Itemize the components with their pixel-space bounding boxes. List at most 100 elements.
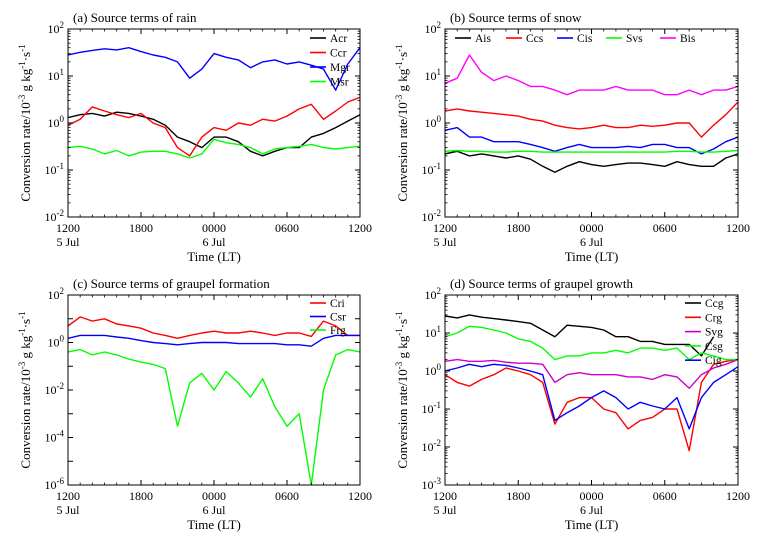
y-tick-label: 10-3 — [422, 476, 442, 492]
legend-label: Ccg — [705, 298, 724, 310]
panel-title: (d) Source terms of graupel growth — [450, 276, 634, 291]
x-tick-label: 0000 — [580, 221, 604, 235]
x-tick-label: 1200 — [56, 221, 80, 235]
y-tick-label: 10-2 — [422, 438, 442, 454]
x-axis-label: Time (LT) — [565, 249, 619, 264]
x-tick-label: 0600 — [275, 221, 299, 235]
x-tick-label: 1800 — [129, 489, 153, 503]
y-tick-label: 10-1 — [45, 161, 65, 177]
x-tick-label: 1200 — [726, 489, 750, 503]
series-line-ccs — [445, 101, 738, 138]
legend-label: Bis — [680, 33, 696, 45]
x-tick-sublabel: 6 Jul — [202, 503, 226, 517]
plot-frame — [444, 294, 739, 486]
y-tick-label: 101 — [425, 324, 442, 340]
x-axis-label: Time (LT) — [187, 517, 241, 532]
y-tick-label: 102 — [48, 20, 65, 36]
x-tick-label: 0000 — [580, 489, 604, 503]
series-line-frg — [68, 348, 360, 485]
x-axis-label: Time (LT) — [565, 517, 619, 532]
y-tick-label: 10-1 — [422, 400, 442, 416]
y-tick-label: 10-1 — [422, 161, 442, 177]
x-tick-label: 1800 — [129, 221, 153, 235]
series-line-ccg — [445, 314, 715, 357]
series-line-svg — [445, 358, 738, 389]
y-tick-label: 101 — [425, 67, 442, 83]
x-tick-label: 0600 — [653, 489, 677, 503]
y-tick-label: 101 — [48, 67, 65, 83]
plot-frame — [67, 28, 361, 218]
x-tick-label: 0000 — [202, 221, 226, 235]
x-tick-sublabel: 5 Jul — [56, 503, 80, 517]
x-tick-sublabel: 6 Jul — [202, 235, 226, 249]
series-line-ccr — [68, 96, 360, 157]
y-tick-label: 102 — [48, 286, 65, 302]
y-tick-label: 10-2 — [45, 381, 65, 397]
panel-title: (c) Source terms of graupel formation — [73, 276, 270, 291]
x-tick-label: 1200 — [433, 221, 457, 235]
legend-label: Acr — [330, 33, 347, 45]
y-axis-label: Conversion rate/10-3 g kg-1·s-1 — [394, 44, 410, 201]
legend-label: Ccs — [526, 33, 544, 45]
x-tick-sublabel: 5 Jul — [433, 235, 457, 249]
y-tick-label: 102 — [425, 20, 442, 36]
series-line-csr — [68, 334, 360, 347]
x-tick-label: 1200 — [56, 489, 80, 503]
series-line-msr — [68, 138, 360, 159]
legend: Acr Ccr Mgr Msr — [310, 33, 350, 89]
legend-label: Svg — [705, 327, 723, 339]
x-tick-sublabel: 6 Jul — [580, 235, 604, 249]
legend-label: Csr — [330, 312, 346, 324]
legend-label: Cis — [577, 33, 593, 45]
legend-label: Csg — [705, 341, 723, 353]
series-line-svs — [445, 149, 738, 153]
x-tick-sublabel: 6 Jul — [580, 503, 604, 517]
y-tick-label: 100 — [48, 334, 65, 350]
y-axis-label: Conversion rate/10-3 g kg-1·s-1 — [17, 44, 33, 201]
x-tick-label: 1200 — [433, 489, 457, 503]
y-axis-label: Conversion rate/10-3 g kg-1·s-1 — [394, 311, 410, 468]
y-tick-label: 10-2 — [45, 208, 65, 224]
legend-label: Crg — [705, 312, 722, 324]
legend-label: Msr — [330, 77, 349, 89]
y-tick-label: 100 — [48, 114, 65, 130]
x-tick-label: 1200 — [726, 221, 750, 235]
x-tick-label: 1800 — [506, 489, 530, 503]
x-tick-label: 1200 — [348, 489, 372, 503]
y-axis-label: Conversion rate/10-3 g kg-1·s-1 — [17, 311, 33, 468]
series-line-cig — [445, 363, 738, 430]
x-tick-sublabel: 5 Jul — [56, 235, 80, 249]
series-line-bis — [445, 54, 738, 96]
series-line-ais — [445, 150, 738, 173]
legend-label: Mgr — [330, 62, 350, 74]
legend-label: Ccr — [330, 48, 347, 60]
panel-title: (a) Source terms of rain — [73, 10, 197, 25]
x-tick-label: 0000 — [202, 489, 226, 503]
y-tick-label: 102 — [425, 286, 442, 302]
legend-label: Ais — [475, 33, 492, 45]
x-tick-sublabel: 5 Jul — [433, 503, 457, 517]
y-tick-label: 100 — [425, 362, 442, 378]
legend-label: Cig — [705, 355, 722, 367]
series-line-acr — [68, 111, 360, 157]
legend-label: Cri — [330, 298, 345, 310]
y-tick-label: 10-4 — [45, 429, 65, 445]
x-tick-label: 0600 — [653, 221, 677, 235]
y-tick-label: 10-6 — [45, 476, 65, 492]
legend-label: Svs — [626, 33, 643, 45]
legend: Ais Ccs Cis Svs Bis — [455, 33, 696, 45]
panel-title: (b) Source terms of snow — [450, 10, 582, 25]
series-line-crg — [445, 358, 738, 452]
x-tick-label: 1800 — [506, 221, 530, 235]
y-tick-label: 10-2 — [422, 208, 442, 224]
x-tick-label: 0600 — [275, 489, 299, 503]
y-tick-label: 100 — [425, 114, 442, 130]
legend-label: Frg — [330, 325, 346, 337]
x-tick-label: 1200 — [348, 221, 372, 235]
